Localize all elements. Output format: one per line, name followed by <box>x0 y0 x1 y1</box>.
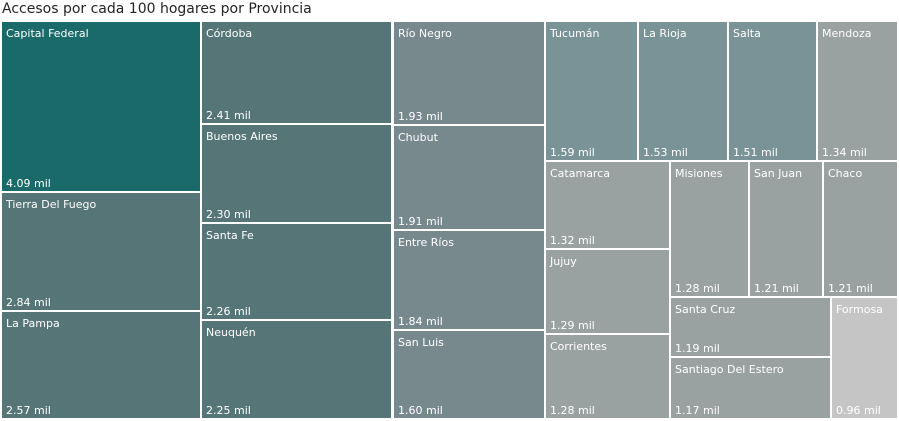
tile-value-la-rioja: 1.53 mil <box>643 146 688 159</box>
tile-rect-la-rioja[interactable] <box>639 22 727 160</box>
tile-label-buenos-aires: Buenos Aires <box>206 130 278 143</box>
tile-label-corrientes: Corrientes <box>550 340 607 353</box>
tile-label-chubut: Chubut <box>398 131 439 144</box>
tile-label-chaco: Chaco <box>828 167 862 180</box>
tile-san-juan[interactable]: San Juan 1.21 mil <box>750 162 822 296</box>
tile-value-rio-negro: 1.93 mil <box>398 110 443 123</box>
tile-entre-rios[interactable]: Entre Ríos 1.84 mil <box>394 231 544 329</box>
tile-label-capital-federal: Capital Federal <box>6 27 89 40</box>
tile-value-neuquen: 2.25 mil <box>206 404 251 417</box>
tile-value-chubut: 1.91 mil <box>398 215 443 228</box>
tile-label-neuquen: Neuquén <box>206 326 256 339</box>
tile-rect-san-juan[interactable] <box>750 162 822 296</box>
tile-rect-la-pampa[interactable] <box>2 312 200 418</box>
tile-salta[interactable]: Salta 1.51 mil <box>729 22 816 160</box>
tile-label-la-rioja: La Rioja <box>643 27 687 40</box>
tile-label-santa-cruz: Santa Cruz <box>675 303 735 316</box>
tile-san-luis[interactable]: San Luis 1.60 mil <box>394 331 544 418</box>
tile-rect-santa-fe[interactable] <box>202 224 391 319</box>
tile-rect-salta[interactable] <box>729 22 816 160</box>
tile-value-santa-cruz: 1.19 mil <box>675 342 720 355</box>
tile-label-santa-fe: Santa Fe <box>206 229 254 242</box>
tile-value-tucuman: 1.59 mil <box>550 146 595 159</box>
tile-value-entre-rios: 1.84 mil <box>398 315 443 328</box>
tile-rect-santiago-del-estero[interactable] <box>671 358 830 418</box>
tile-misiones[interactable]: Misiones 1.28 mil <box>671 162 748 296</box>
tile-value-tierra-del-fuego: 2.84 mil <box>6 296 51 309</box>
tile-label-misiones: Misiones <box>675 167 723 180</box>
chart-title: Accesos por cada 100 hogares por Provinc… <box>2 1 312 17</box>
tile-label-formosa: Formosa <box>836 303 883 316</box>
tile-capital-federal[interactable]: Capital Federal 4.09 mil <box>2 22 200 191</box>
tile-rect-cordoba[interactable] <box>202 22 391 123</box>
tile-label-tierra-del-fuego: Tierra Del Fuego <box>5 198 97 211</box>
tile-santiago-del-estero[interactable]: Santiago Del Estero 1.17 mil <box>671 358 830 418</box>
tile-label-entre-rios: Entre Ríos <box>398 236 454 249</box>
tile-rect-misiones[interactable] <box>671 162 748 296</box>
tile-label-mendoza: Mendoza <box>822 27 871 40</box>
tile-tierra-del-fuego[interactable]: Tierra Del Fuego 2.84 mil <box>2 193 200 310</box>
tile-value-santiago-del-estero: 1.17 mil <box>675 404 720 417</box>
tile-value-santa-fe: 2.26 mil <box>206 305 251 318</box>
tile-label-la-pampa: La Pampa <box>6 317 60 330</box>
tile-rect-tierra-del-fuego[interactable] <box>2 193 200 310</box>
tile-value-san-luis: 1.60 mil <box>398 404 443 417</box>
tile-rect-formosa[interactable] <box>832 298 897 418</box>
tile-value-catamarca: 1.32 mil <box>550 234 595 247</box>
tile-value-jujuy: 1.29 mil <box>550 319 595 332</box>
tile-value-salta: 1.51 mil <box>733 146 778 159</box>
tile-label-salta: Salta <box>733 27 761 40</box>
tile-value-misiones: 1.28 mil <box>675 282 720 295</box>
tile-value-san-juan: 1.21 mil <box>754 282 799 295</box>
tile-label-jujuy: Jujuy <box>549 255 577 268</box>
tile-santa-fe[interactable]: Santa Fe 2.26 mil <box>202 224 391 319</box>
tile-value-corrientes: 1.28 mil <box>550 404 595 417</box>
tile-value-capital-federal: 4.09 mil <box>6 177 51 190</box>
tile-mendoza[interactable]: Mendoza 1.34 mil <box>818 22 897 160</box>
tile-rect-rio-negro[interactable] <box>394 22 544 124</box>
tile-rect-chaco[interactable] <box>824 162 897 296</box>
tile-rect-jujuy[interactable] <box>546 250 669 333</box>
treemap: Capital Federal 4.09 mil Tierra Del Fuego 2… <box>2 22 897 418</box>
tile-rect-capital-federal[interactable] <box>2 22 200 191</box>
tile-value-formosa: 0.96 mil <box>836 404 881 417</box>
tile-rect-chubut[interactable] <box>394 126 544 229</box>
tile-value-chaco: 1.21 mil <box>828 282 873 295</box>
tile-la-pampa[interactable]: La Pampa 2.57 mil <box>2 312 200 418</box>
tile-santa-cruz[interactable]: Santa Cruz 1.19 mil <box>671 298 830 356</box>
tile-rect-neuquen[interactable] <box>202 321 391 418</box>
tile-label-santiago-del-estero: Santiago Del Estero <box>675 363 784 376</box>
tile-label-san-luis: San Luis <box>398 336 444 349</box>
tile-value-cordoba: 2.41 mil <box>206 109 251 122</box>
tile-rect-mendoza[interactable] <box>818 22 897 160</box>
tile-label-catamarca: Catamarca <box>550 167 610 180</box>
tile-value-la-pampa: 2.57 mil <box>6 404 51 417</box>
tile-label-tucuman: Tucumán <box>549 27 599 40</box>
tile-value-buenos-aires: 2.30 mil <box>206 208 251 221</box>
tile-rect-san-luis[interactable] <box>394 331 544 418</box>
tile-rect-tucuman[interactable] <box>546 22 637 160</box>
tile-rect-entre-rios[interactable] <box>394 231 544 329</box>
tile-neuquen[interactable]: Neuquén 2.25 mil <box>202 321 391 418</box>
tile-rect-buenos-aires[interactable] <box>202 125 391 222</box>
tile-la-rioja[interactable]: La Rioja 1.53 mil <box>639 22 727 160</box>
tile-jujuy[interactable]: Jujuy 1.29 mil <box>546 250 669 333</box>
tile-tucuman[interactable]: Tucumán 1.59 mil <box>546 22 637 160</box>
tile-label-cordoba: Córdoba <box>206 27 252 40</box>
tile-rio-negro[interactable]: Río Negro 1.93 mil <box>394 22 544 124</box>
tile-chaco[interactable]: Chaco 1.21 mil <box>824 162 897 296</box>
tile-value-mendoza: 1.34 mil <box>822 146 867 159</box>
tile-cordoba[interactable]: Córdoba 2.41 mil <box>202 22 391 123</box>
tile-rect-corrientes[interactable] <box>546 335 669 418</box>
tile-rect-catamarca[interactable] <box>546 162 669 248</box>
tile-catamarca[interactable]: Catamarca 1.32 mil <box>546 162 669 248</box>
tile-corrientes[interactable]: Corrientes 1.28 mil <box>546 335 669 418</box>
tile-label-san-juan: San Juan <box>754 167 802 180</box>
tile-chubut[interactable]: Chubut 1.91 mil <box>394 126 544 229</box>
tile-rect-santa-cruz[interactable] <box>671 298 830 356</box>
tile-label-rio-negro: Río Negro <box>398 27 452 40</box>
tile-formosa[interactable]: Formosa 0.96 mil <box>832 298 897 418</box>
tile-buenos-aires[interactable]: Buenos Aires 2.30 mil <box>202 125 391 222</box>
